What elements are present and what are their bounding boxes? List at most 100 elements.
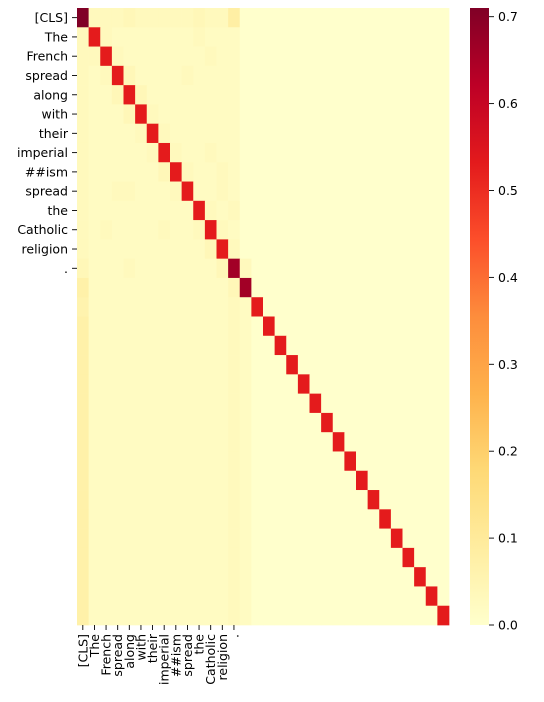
heatmap-cell xyxy=(390,335,403,356)
heatmap-cell xyxy=(263,220,275,240)
heatmap-cell xyxy=(379,393,392,414)
heatmap-cell xyxy=(170,220,182,240)
heatmap-cell xyxy=(332,239,345,260)
heatmap-cell xyxy=(379,8,392,28)
heatmap-cell xyxy=(251,8,264,28)
heatmap-cell xyxy=(228,104,241,125)
heatmap-cell xyxy=(158,104,171,125)
heatmap-cell xyxy=(239,123,252,144)
heatmap-cell xyxy=(193,586,206,607)
heatmap-cell xyxy=(158,528,171,549)
heatmap-cell xyxy=(402,104,415,125)
heatmap-cell xyxy=(309,547,322,568)
heatmap-cell xyxy=(158,586,171,607)
heatmap-cell xyxy=(309,567,322,587)
heatmap-cell xyxy=(77,85,89,105)
heatmap-cell xyxy=(414,490,427,510)
heatmap-cell xyxy=(111,605,124,626)
x-tick-label: along xyxy=(122,634,137,669)
heatmap-cell xyxy=(390,605,403,626)
heatmap-cell xyxy=(170,509,182,529)
heatmap-cell xyxy=(158,567,171,587)
heatmap-cell xyxy=(274,277,287,298)
heatmap-cell xyxy=(367,46,380,67)
heatmap-cell xyxy=(274,451,287,472)
heatmap-cell xyxy=(216,104,229,125)
heatmap-cell xyxy=(297,355,310,375)
heatmap-cell xyxy=(414,220,427,240)
heatmap-cell xyxy=(390,8,403,28)
heatmap-cell xyxy=(425,65,438,86)
heatmap-cell xyxy=(297,85,310,105)
heatmap-cell xyxy=(263,355,275,375)
heatmap-cell xyxy=(135,316,148,337)
heatmap-cell xyxy=(425,567,438,587)
heatmap-cell xyxy=(123,8,136,28)
heatmap-cell xyxy=(88,258,101,279)
heatmap-cell xyxy=(228,470,241,491)
heatmap-cell xyxy=(123,162,136,182)
heatmap-cell xyxy=(425,8,438,28)
heatmap-cell xyxy=(425,432,438,452)
heatmap-cell xyxy=(111,162,124,182)
heatmap-cell xyxy=(437,567,450,587)
heatmap-cell xyxy=(379,605,392,626)
heatmap-cell xyxy=(170,432,182,452)
heatmap-cell xyxy=(146,220,159,240)
heatmap-cell xyxy=(379,432,392,452)
heatmap-cell xyxy=(228,355,241,375)
heatmap-cell xyxy=(123,277,136,298)
heatmap-cell xyxy=(274,142,287,163)
heatmap-cell xyxy=(263,509,275,529)
heatmap-cell xyxy=(146,200,159,221)
heatmap-cell xyxy=(379,509,392,529)
heatmap-cell xyxy=(332,412,345,433)
heatmap-cell xyxy=(309,239,322,260)
heatmap-cell xyxy=(146,46,159,67)
heatmap-cell xyxy=(111,46,124,67)
heatmap-cell xyxy=(309,412,322,433)
heatmap-cell xyxy=(251,104,264,125)
x-tick-label: The xyxy=(87,634,102,659)
heatmap-cell xyxy=(170,162,182,182)
heatmap-cell xyxy=(111,412,124,433)
heatmap-cell xyxy=(263,567,275,587)
heatmap-cell xyxy=(170,297,182,317)
heatmap-cell xyxy=(402,490,415,510)
heatmap-cell xyxy=(204,200,217,221)
heatmap-cell xyxy=(402,432,415,452)
heatmap-cell xyxy=(170,335,182,356)
heatmap-cell xyxy=(228,220,241,240)
heatmap-cell xyxy=(367,65,380,86)
heatmap-cell xyxy=(344,162,357,182)
heatmap-cell xyxy=(181,220,194,240)
x-tick-label: religion xyxy=(215,634,230,680)
heatmap-cell xyxy=(297,451,310,472)
heatmap-cell xyxy=(158,547,171,568)
heatmap-cell xyxy=(135,104,148,125)
heatmap-cell xyxy=(170,470,182,491)
heatmap-cell xyxy=(88,335,101,356)
heatmap-cell xyxy=(146,586,159,607)
heatmap-cell xyxy=(379,547,392,568)
heatmap-cell xyxy=(111,85,124,105)
heatmap-cell xyxy=(193,432,206,452)
heatmap-cell xyxy=(181,470,194,491)
heatmap-cell xyxy=(297,104,310,125)
heatmap-cell xyxy=(309,8,322,28)
heatmap-cell xyxy=(321,355,334,375)
heatmap-cell xyxy=(344,509,357,529)
heatmap-cell xyxy=(356,490,368,510)
heatmap-cell xyxy=(321,258,334,279)
heatmap-cell xyxy=(216,297,229,317)
heatmap-cell xyxy=(181,85,194,105)
heatmap-cell xyxy=(390,509,403,529)
heatmap-cell xyxy=(170,85,182,105)
heatmap-cell xyxy=(379,528,392,549)
heatmap-cell xyxy=(263,490,275,510)
heatmap-cell xyxy=(367,432,380,452)
heatmap-cell xyxy=(274,123,287,144)
heatmap-cell xyxy=(170,142,182,163)
heatmap-cell xyxy=(309,46,322,67)
heatmap-cell xyxy=(216,355,229,375)
